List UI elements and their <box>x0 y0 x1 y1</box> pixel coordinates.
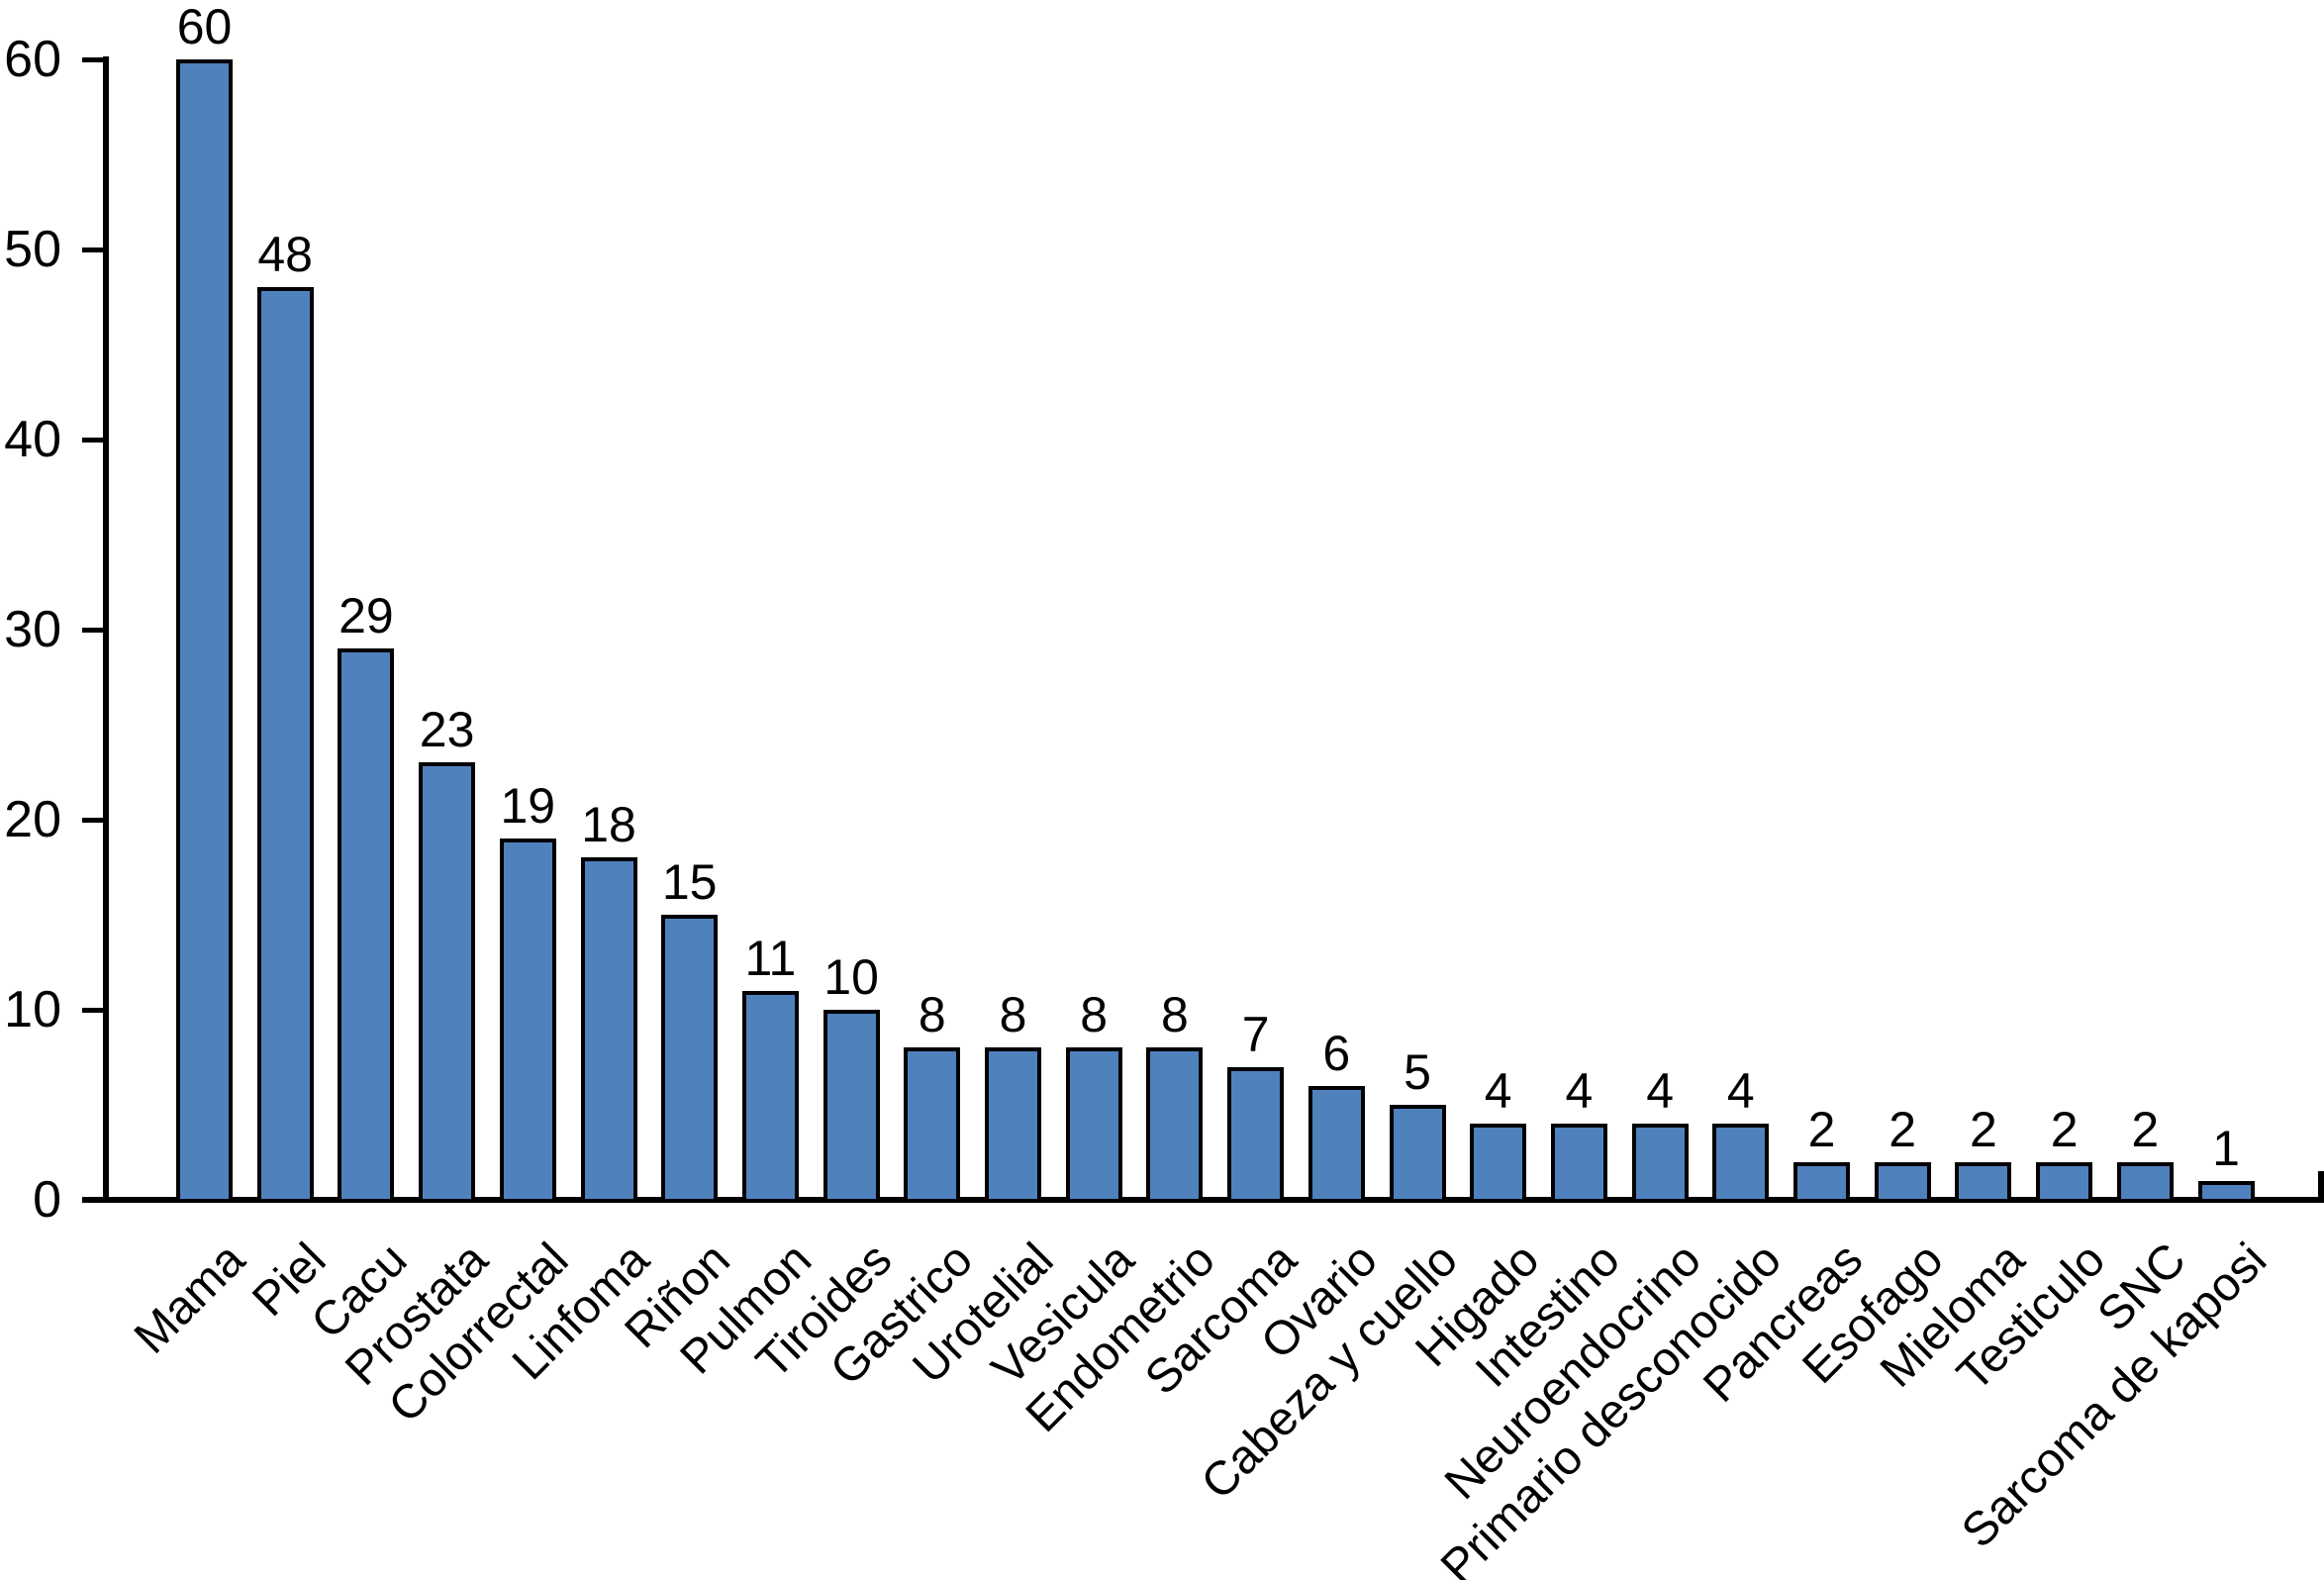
y-tick-label: 50 <box>4 221 61 278</box>
bar <box>2036 1161 2093 1203</box>
bar <box>176 59 233 1203</box>
bar-value-label: 2 <box>2131 1101 2160 1157</box>
bar <box>580 857 637 1203</box>
bar-value-label: 2 <box>2050 1101 2079 1157</box>
bar <box>1550 1124 1607 1203</box>
bar <box>1712 1124 1770 1203</box>
bar <box>1631 1124 1689 1203</box>
bar-value-label: 4 <box>1726 1063 1755 1120</box>
bar <box>1065 1047 1122 1203</box>
x-axis <box>82 1197 2324 1203</box>
bar <box>904 1047 961 1203</box>
category-label: Mama <box>125 1233 255 1364</box>
x-axis-end-tick <box>2318 1171 2324 1197</box>
bar-value-label: 11 <box>744 930 797 986</box>
bar <box>1955 1161 2012 1203</box>
bar-value-label: 10 <box>823 949 879 1005</box>
y-tick <box>82 817 109 823</box>
bar-value-label: 23 <box>419 702 475 758</box>
y-tick-label: 10 <box>4 981 61 1038</box>
bar-value-label: 4 <box>1565 1063 1594 1120</box>
bar <box>1874 1161 1931 1203</box>
y-tick-label: 60 <box>4 31 61 88</box>
bar <box>823 1010 880 1203</box>
bar <box>2116 1161 2174 1203</box>
bar <box>1470 1124 1527 1203</box>
bar-value-label: 8 <box>999 987 1027 1043</box>
bar-value-label: 8 <box>918 987 946 1043</box>
bar <box>1793 1161 1850 1203</box>
bar-value-label: 8 <box>1160 987 1189 1043</box>
bar-value-label: 5 <box>1404 1044 1431 1100</box>
y-tick <box>82 627 109 633</box>
bar <box>661 915 719 1203</box>
bar-value-label: 1 <box>2212 1120 2240 1176</box>
bar-value-label: 8 <box>1080 987 1109 1043</box>
bar <box>256 287 314 1203</box>
y-tick-label: 20 <box>4 791 61 848</box>
y-tick <box>82 1197 109 1203</box>
bar <box>499 839 556 1203</box>
y-tick <box>82 247 109 252</box>
bar <box>2197 1180 2255 1203</box>
bar <box>338 648 395 1203</box>
bar <box>419 762 476 1203</box>
y-tick <box>82 56 109 62</box>
bar-value-label: 19 <box>500 778 556 835</box>
bar <box>1389 1105 1446 1203</box>
bar-value-label: 2 <box>1888 1101 1917 1157</box>
bar-value-label: 4 <box>1484 1063 1512 1120</box>
bar-value-label: 29 <box>339 588 394 644</box>
y-tick-label: 40 <box>4 411 61 468</box>
bar-value-label: 15 <box>661 854 718 910</box>
bar-value-label: 60 <box>176 0 233 54</box>
bar <box>741 990 799 1203</box>
bar-value-label: 2 <box>1807 1101 1836 1157</box>
bar-value-label: 18 <box>581 797 636 853</box>
bar <box>1307 1085 1365 1203</box>
y-tick <box>82 437 109 443</box>
y-tick <box>82 1007 109 1013</box>
bar <box>1227 1066 1285 1203</box>
y-tick-label: 30 <box>4 601 61 658</box>
bar-value-label: 7 <box>1241 1006 1270 1062</box>
bar <box>1146 1047 1204 1203</box>
bar-value-label: 4 <box>1646 1063 1674 1120</box>
y-tick-label: 0 <box>33 1171 61 1229</box>
bar-value-label: 6 <box>1322 1025 1351 1081</box>
bar-value-label: 48 <box>257 227 313 283</box>
bar-value-label: 2 <box>1969 1101 1997 1157</box>
bar <box>985 1047 1041 1203</box>
